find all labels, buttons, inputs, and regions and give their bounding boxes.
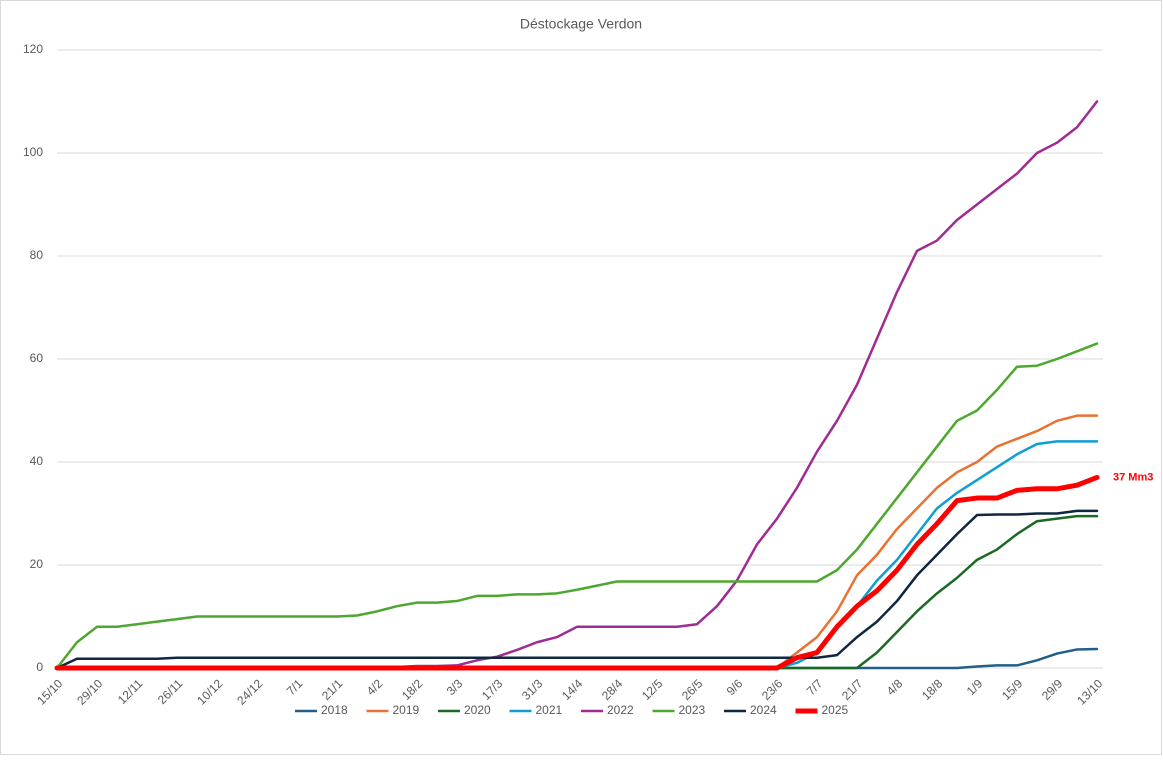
y-tick-label: 40 [30,454,44,468]
y-tick-label: 100 [23,145,43,159]
legend-label: 2021 [536,703,563,717]
legend-label: 2020 [464,703,491,717]
legend-label: 2018 [321,703,348,717]
y-tick-label: 0 [36,660,43,674]
y-tick-label: 120 [23,42,43,56]
annotation: 37 Mm3 [1113,471,1153,483]
legend-label: 2022 [607,703,634,717]
series-line [55,509,1099,670]
legend-label: 2024 [750,703,777,717]
y-tick-label: 60 [30,351,44,365]
legend-label: 2023 [679,703,706,717]
legend-label: 2019 [393,703,420,717]
y-tick-label: 20 [30,557,44,571]
y-tick-label: 80 [30,248,44,262]
chart-title: Déstockage Verdon [520,16,642,32]
series-line [54,474,1100,671]
legend-label: 2025 [822,703,849,717]
series-line [55,342,1099,670]
